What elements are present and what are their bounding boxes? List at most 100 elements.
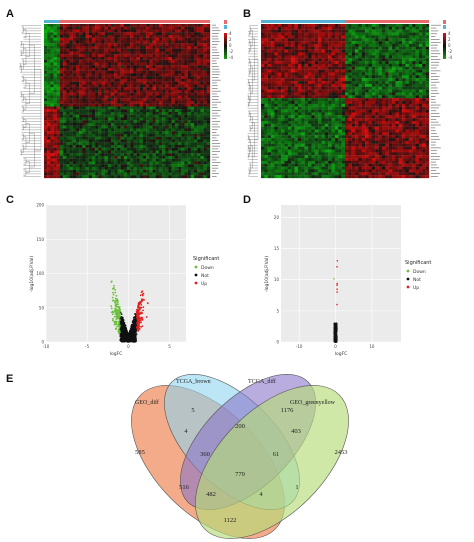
heatmap-cell [197, 54, 201, 58]
heatmap-cell [50, 172, 54, 176]
heatmap-cell [294, 24, 299, 27]
heatmap-cell [165, 79, 169, 82]
heatmap-cell [72, 136, 77, 140]
heatmap-cell [422, 63, 426, 67]
heatmap-cell [281, 109, 285, 113]
heatmap-cell [197, 32, 201, 36]
heatmap-cell [355, 72, 359, 76]
heatmap-cell [190, 117, 195, 121]
heatmap-cell [158, 35, 163, 38]
heatmap-cell [142, 90, 147, 93]
heatmap-cell [165, 62, 169, 66]
heatmap-cell [69, 73, 73, 77]
heatmap-cell [324, 49, 329, 53]
heatmap-cell [294, 66, 299, 70]
heatmap-cell [318, 38, 322, 42]
heatmap-cell [162, 59, 166, 63]
heatmap-cell [59, 142, 64, 146]
heatmap-cell [165, 117, 169, 121]
heatmap-cell [174, 142, 179, 146]
heatmap-cell [130, 26, 134, 30]
heatmap-cell [261, 63, 265, 67]
heatmap-cell [120, 26, 124, 30]
heatmap-cell [155, 167, 160, 170]
heatmap-cell [355, 58, 359, 62]
heatmap-cell [79, 114, 83, 118]
heatmap-cell [127, 26, 131, 30]
heatmap-cell [120, 128, 124, 132]
heatmap-cell [425, 106, 430, 110]
heatmap-cell [287, 29, 292, 33]
heatmap-cell [418, 86, 423, 90]
heatmap-cell [190, 79, 195, 82]
heatmap-cell [311, 26, 315, 30]
heatmap-cell [63, 84, 67, 88]
heatmap-cell [171, 120, 176, 124]
heatmap-cell [75, 158, 80, 162]
heatmap-cell [63, 65, 67, 69]
heatmap-cell [311, 35, 315, 39]
row-label-mark [212, 121, 220, 122]
heatmap-cell [101, 150, 105, 154]
heatmap-cell [412, 24, 416, 27]
heatmap-cell [375, 98, 379, 102]
heatmap-cell [123, 136, 128, 140]
heatmap-cell [69, 131, 73, 135]
heatmap-cell [133, 169, 137, 173]
heatmap-cell [101, 139, 105, 143]
heatmap-cell [341, 118, 346, 122]
heatmap-cell [203, 48, 207, 52]
heatmap-cell [301, 75, 305, 79]
row-label-mark [212, 63, 217, 65]
heatmap-cell [111, 114, 115, 118]
heatmap-cell [181, 95, 185, 99]
heatmap-cell [120, 134, 124, 137]
heatmap-cell [408, 89, 413, 93]
heatmap-cell [361, 29, 366, 33]
heatmap-cell [50, 79, 54, 82]
heatmap-cell [281, 69, 285, 73]
heatmap-cell [355, 38, 359, 42]
heatmap-cell [85, 117, 89, 121]
heatmap-cell [324, 55, 329, 59]
heatmap-cell [398, 109, 403, 113]
heatmap-cell [261, 106, 265, 110]
heatmap-cell [117, 81, 121, 85]
heatmap-cell [162, 35, 166, 38]
heatmap-cell [114, 169, 118, 173]
heatmap-cell [111, 48, 115, 52]
heatmap-cell [402, 109, 406, 113]
heatmap-cell [314, 83, 319, 87]
heatmap-cell [101, 68, 105, 71]
heatmap-cell [146, 112, 150, 115]
heatmap-cell [415, 109, 420, 113]
heatmap-cell [171, 24, 176, 27]
heatmap-cell [418, 98, 423, 102]
heatmap-cell [304, 69, 309, 73]
heatmap-cell [69, 167, 73, 170]
heatmap-cell [72, 125, 77, 129]
heatmap-cell [168, 101, 172, 104]
heatmap-cell [281, 89, 285, 93]
heatmap-cell [415, 72, 420, 76]
heatmap-cell [277, 49, 282, 53]
heatmap-cell [365, 109, 369, 113]
heatmap-cell [381, 55, 386, 59]
row-label-mark [212, 115, 221, 117]
heatmap-cell [184, 90, 188, 93]
heatmap-cell [308, 95, 312, 99]
heatmap-cell [117, 84, 121, 88]
heatmap-cell [104, 92, 108, 96]
heatmap-cell [271, 61, 275, 65]
heatmap-cell [358, 103, 362, 107]
heatmap-cell [358, 83, 362, 87]
heatmap-cell [301, 86, 305, 90]
heatmap-cell [378, 58, 383, 62]
heatmap-cell [197, 142, 201, 146]
heatmap-cell [111, 43, 115, 47]
heatmap-cell [133, 87, 137, 91]
heatmap-cell [415, 35, 420, 39]
heatmap-cell [412, 118, 416, 122]
heatmap-cell [47, 81, 51, 85]
heatmap-cell [101, 112, 105, 115]
